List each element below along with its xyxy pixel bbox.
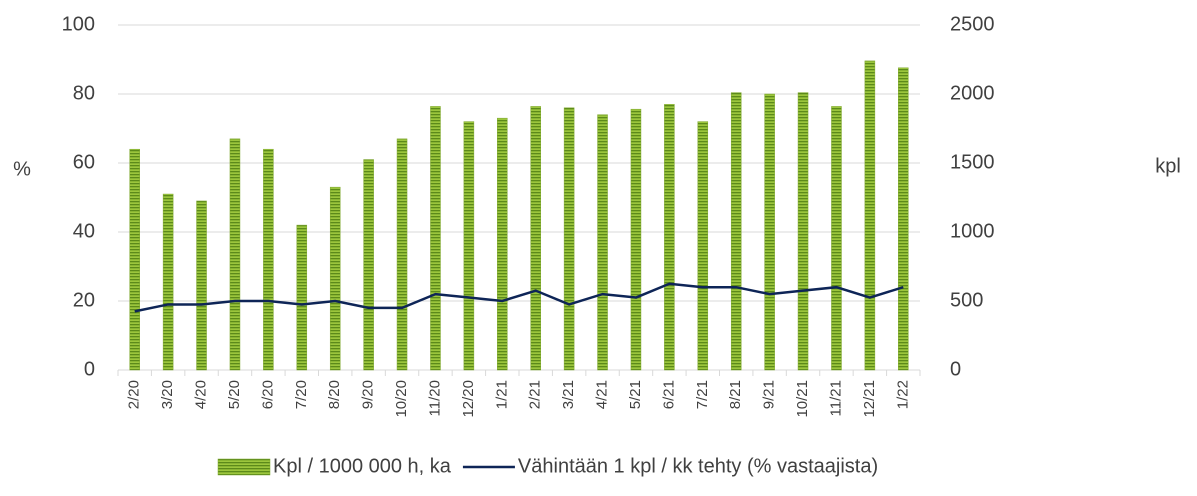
x-tick-label: 6/20	[259, 380, 276, 409]
y2-tick-label: 0	[950, 358, 961, 380]
x-tick-label: 1/22	[894, 380, 911, 409]
x-tick-label: 4/20	[193, 380, 210, 409]
y-tick-label: 80	[73, 82, 95, 104]
bar	[530, 106, 541, 371]
bar	[664, 104, 675, 371]
bar	[630, 108, 642, 371]
line	[134, 282, 904, 313]
legend-swatch	[217, 458, 271, 476]
x-tick-label: 7/21	[694, 380, 711, 409]
bar	[396, 138, 408, 371]
y-tick-label: 40	[73, 220, 95, 242]
x-tick-label: 3/21	[560, 380, 577, 409]
bar	[497, 117, 508, 371]
x-tick-label: 9/20	[360, 380, 377, 409]
bar	[129, 148, 140, 371]
bar	[730, 92, 742, 371]
y2-tick-label: 500	[950, 289, 983, 311]
x-tick-label: 4/21	[594, 380, 611, 409]
y2-tick-label: 2500	[950, 13, 995, 35]
x-tick-label: 11/20	[426, 380, 443, 416]
bar	[697, 121, 709, 371]
y-tick-label: 100	[62, 13, 95, 35]
x-tick-label: 1/21	[493, 380, 510, 409]
x-tick-label: 2/21	[527, 380, 544, 409]
x-tick-label: 12/21	[861, 380, 878, 418]
x-tick-label: 3/20	[159, 380, 176, 409]
x-tick-label: 6/21	[660, 380, 677, 409]
bar	[597, 114, 608, 371]
y2-tick-label: 1000	[950, 220, 995, 242]
bar	[363, 159, 374, 371]
x-tick-label: 8/20	[326, 380, 343, 409]
bar	[229, 138, 241, 371]
bar	[296, 224, 308, 371]
y2-axis-label: kpl	[1155, 155, 1181, 177]
x-tick-label: 12/20	[460, 380, 477, 418]
bar	[764, 93, 775, 371]
y-tick-label: 60	[73, 151, 95, 173]
bar	[563, 107, 575, 371]
bar	[162, 193, 174, 371]
bar	[463, 121, 475, 371]
x-tick-label: 10/21	[794, 380, 811, 418]
bar	[263, 148, 274, 371]
bar	[430, 106, 441, 371]
y2-tick-label: 2000	[950, 82, 995, 104]
bar	[898, 67, 909, 371]
x-tick-label: 11/21	[827, 380, 844, 416]
y-tick-label: 20	[73, 289, 95, 311]
bar	[831, 106, 842, 371]
x-tick-label: 2/20	[126, 380, 143, 409]
bar	[329, 186, 341, 371]
legend-label: Vähintään 1 kpl / kk tehty (% vastaajist…	[518, 455, 878, 477]
y-axis-label: %	[13, 158, 31, 180]
x-tick-label: 8/21	[727, 380, 744, 409]
y2-tick-label: 1500	[950, 151, 995, 173]
x-tick-label: 7/20	[293, 380, 310, 409]
x-tick-label: 5/20	[226, 380, 243, 409]
bar	[797, 92, 809, 371]
x-tick-label: 9/21	[761, 380, 778, 409]
y-tick-label: 0	[84, 358, 95, 380]
x-tick-label: 10/20	[393, 380, 410, 418]
bar	[196, 200, 207, 371]
legend-label: Kpl / 1000 000 h, ka	[273, 455, 452, 477]
x-tick-label: 5/21	[627, 380, 644, 409]
bar	[864, 60, 876, 371]
